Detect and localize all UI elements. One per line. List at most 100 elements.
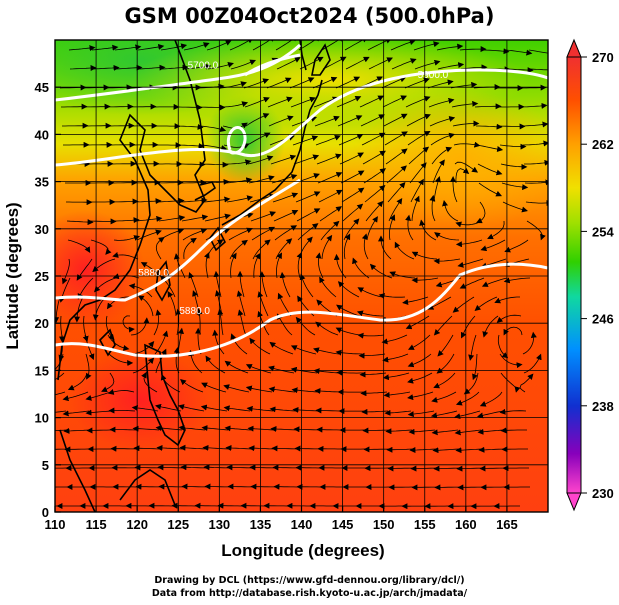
streamline — [320, 220, 340, 241]
streamline — [158, 483, 186, 490]
streamline — [482, 315, 499, 338]
streamline — [137, 43, 165, 51]
streamline — [230, 252, 237, 279]
x-tick-label: 130 — [208, 517, 230, 532]
streamline — [275, 40, 299, 51]
streamline — [501, 182, 529, 191]
streamline — [408, 428, 436, 435]
streamline — [457, 258, 484, 268]
streamline — [183, 42, 210, 51]
streamline — [177, 143, 205, 150]
streamline — [55, 372, 65, 380]
streamline — [182, 228, 208, 241]
streamline — [407, 372, 433, 384]
streamline — [476, 144, 504, 152]
streamline — [108, 353, 134, 367]
streamline — [456, 465, 484, 472]
streamline — [89, 218, 117, 225]
streamline — [344, 40, 369, 51]
streamline — [132, 425, 160, 432]
streamline — [459, 46, 487, 53]
streamline — [136, 229, 162, 241]
streamline — [315, 135, 341, 146]
y-tick-label: 20 — [35, 316, 49, 331]
streamline — [83, 103, 111, 110]
streamline — [122, 315, 135, 333]
streamline — [480, 239, 506, 252]
streamline — [336, 369, 363, 376]
streamline — [524, 159, 548, 166]
streamline — [315, 321, 339, 336]
streamline — [362, 150, 386, 165]
streamline — [61, 258, 70, 285]
streamline — [204, 252, 210, 279]
y-axis-label: Latitude (degrees) — [3, 202, 22, 349]
axes: 110 115 120 125 130 135 140 145 150 155 160 165 0 5 10… — [35, 80, 518, 532]
streamline — [181, 483, 209, 490]
streamline — [90, 239, 112, 255]
streamline — [368, 57, 394, 70]
streamline — [201, 382, 227, 393]
streamline — [86, 427, 113, 434]
streamline — [391, 58, 417, 70]
streamline — [270, 426, 298, 433]
colorbar-tick-label: 254 — [592, 224, 614, 239]
streamline — [275, 252, 282, 279]
streamline — [105, 315, 115, 341]
streamline — [201, 425, 229, 432]
streamline — [249, 464, 277, 471]
streamline — [226, 464, 254, 471]
streamline — [250, 211, 277, 222]
streamline — [336, 96, 362, 108]
streamline — [295, 316, 316, 336]
streamline — [409, 447, 437, 454]
streamline — [455, 167, 470, 184]
korea-coast — [194, 181, 217, 201]
streamline — [111, 198, 139, 205]
streamline — [321, 234, 333, 260]
streamline — [410, 178, 424, 203]
streamline — [199, 125, 227, 132]
colorbar-tick-label: 262 — [592, 137, 614, 152]
streamline — [236, 290, 246, 317]
streamline — [506, 67, 534, 74]
streamline — [66, 219, 94, 226]
streamline — [409, 162, 427, 184]
streamline — [167, 291, 177, 317]
streamline — [253, 252, 261, 279]
streamline — [155, 403, 182, 412]
streamline — [454, 410, 481, 420]
borneo-coast — [59, 429, 96, 512]
streamline — [237, 309, 247, 336]
streamline — [433, 315, 453, 336]
streamline — [382, 353, 409, 363]
streamline — [251, 226, 276, 241]
streamline — [352, 257, 370, 279]
streamline — [84, 334, 95, 361]
streamline — [455, 239, 483, 248]
contour-line-5700-north — [244, 53, 301, 77]
streamline — [360, 114, 385, 127]
y-tick-label: 25 — [35, 269, 49, 284]
streamline — [113, 217, 140, 224]
streamline — [407, 334, 431, 350]
streamline — [387, 465, 415, 472]
streamline — [156, 445, 184, 452]
streamline — [269, 406, 297, 413]
streamline — [387, 181, 406, 203]
streamline — [203, 196, 231, 203]
streamline — [157, 464, 185, 471]
streamline — [315, 252, 324, 279]
streamline — [212, 329, 225, 355]
streamline — [230, 333, 248, 355]
streamline — [386, 446, 414, 453]
streamline — [335, 327, 362, 336]
streamline — [319, 206, 343, 222]
contour-label: 5900.0 — [418, 70, 449, 81]
streamline — [114, 44, 142, 51]
streamline — [55, 429, 68, 432]
contour-line-5700 — [55, 43, 302, 102]
streamline — [85, 409, 113, 416]
streamline — [468, 334, 477, 361]
streamline — [245, 385, 273, 393]
